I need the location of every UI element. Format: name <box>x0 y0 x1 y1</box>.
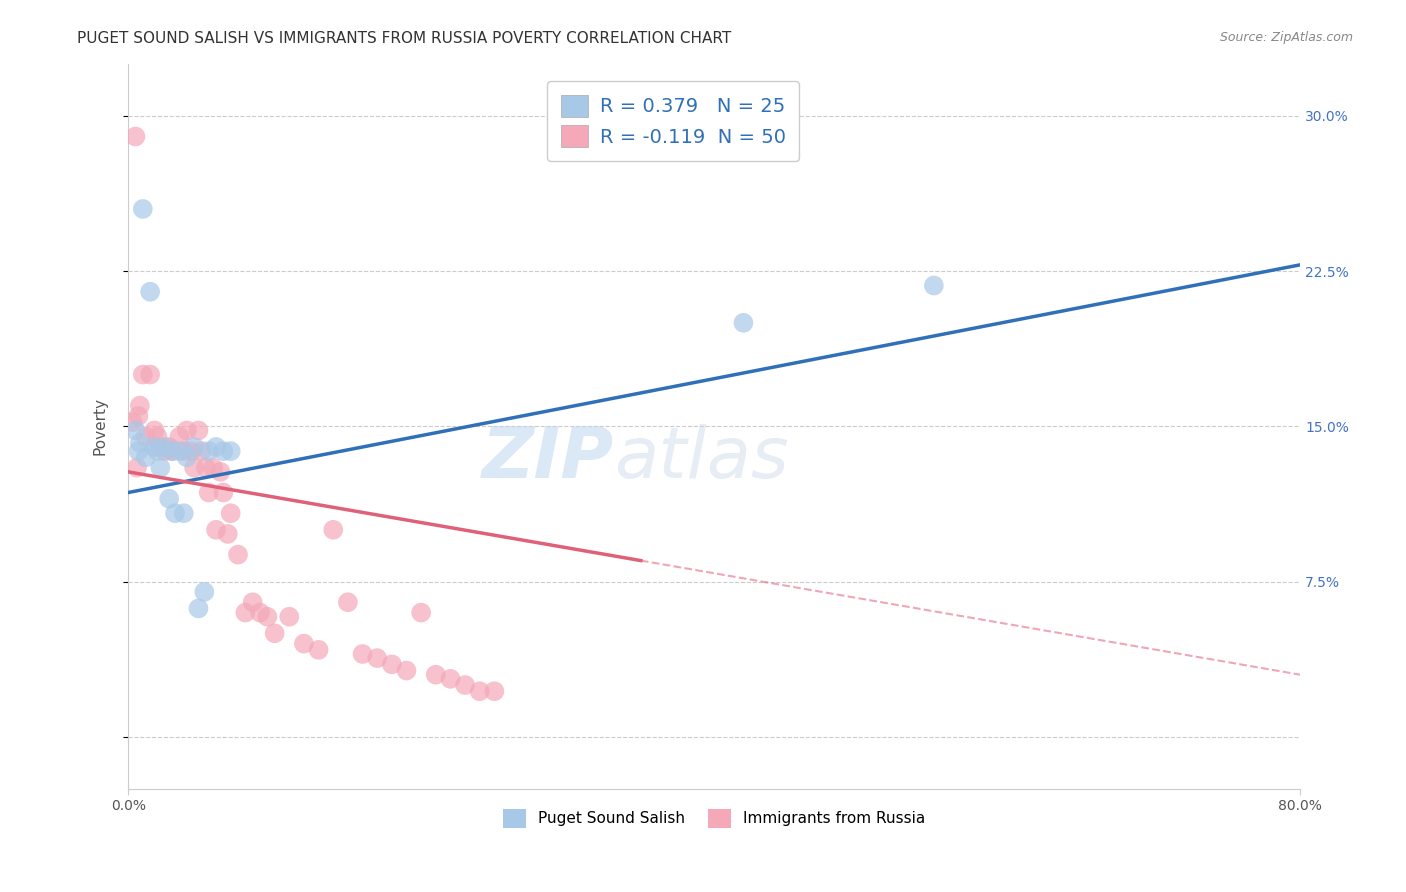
Point <box>121 415 143 429</box>
Point <box>395 664 418 678</box>
Point <box>127 444 149 458</box>
Point <box>411 606 433 620</box>
Point <box>163 506 186 520</box>
Y-axis label: Poverty: Poverty <box>93 397 107 455</box>
Point <box>183 460 205 475</box>
Point <box>425 667 447 681</box>
Point <box>235 606 257 620</box>
Point <box>197 444 219 458</box>
Point <box>180 444 202 458</box>
Point <box>205 523 228 537</box>
Point <box>366 651 388 665</box>
Point <box>212 485 235 500</box>
Point <box>205 440 228 454</box>
Point <box>209 465 232 479</box>
Point <box>124 129 146 144</box>
Point <box>212 444 235 458</box>
Point <box>484 684 506 698</box>
Legend: Puget Sound Salish, Immigrants from Russia: Puget Sound Salish, Immigrants from Russ… <box>495 801 934 835</box>
Point <box>197 485 219 500</box>
Point <box>922 278 945 293</box>
Point <box>149 460 172 475</box>
Point <box>146 444 169 458</box>
Point <box>139 285 162 299</box>
Point <box>169 444 191 458</box>
Point <box>127 409 149 423</box>
Point <box>124 424 146 438</box>
Point <box>381 657 404 672</box>
Point <box>217 527 239 541</box>
Point <box>219 506 242 520</box>
Point <box>132 368 155 382</box>
Point <box>439 672 461 686</box>
Point <box>194 460 217 475</box>
Point <box>173 506 195 520</box>
Text: ZIP: ZIP <box>482 425 614 493</box>
Point <box>202 460 225 475</box>
Point <box>173 444 195 458</box>
Point <box>160 444 183 458</box>
Point <box>322 523 344 537</box>
Point <box>132 202 155 216</box>
Text: Source: ZipAtlas.com: Source: ZipAtlas.com <box>1219 31 1353 45</box>
Point <box>336 595 359 609</box>
Point <box>256 609 278 624</box>
Point <box>157 491 180 506</box>
Point <box>187 601 209 615</box>
Point <box>193 585 215 599</box>
Point <box>733 316 755 330</box>
Point <box>263 626 285 640</box>
Text: PUGET SOUND SALISH VS IMMIGRANTS FROM RUSSIA POVERTY CORRELATION CHART: PUGET SOUND SALISH VS IMMIGRANTS FROM RU… <box>77 31 731 46</box>
Point <box>128 435 150 450</box>
Point <box>468 684 491 698</box>
Point <box>219 444 242 458</box>
Point <box>226 548 249 562</box>
Point <box>146 430 169 444</box>
Point <box>128 399 150 413</box>
Point <box>157 440 180 454</box>
Point <box>139 368 162 382</box>
Point <box>183 440 205 454</box>
Point <box>249 606 271 620</box>
Point <box>190 444 212 458</box>
Point <box>176 424 198 438</box>
Point <box>153 440 176 454</box>
Point <box>149 440 172 454</box>
Point <box>125 460 148 475</box>
Point <box>143 440 166 454</box>
Point <box>308 643 330 657</box>
Point <box>242 595 264 609</box>
Point <box>135 450 157 465</box>
Point <box>135 430 157 444</box>
Point <box>160 444 183 458</box>
Point <box>187 424 209 438</box>
Point <box>153 444 176 458</box>
Point <box>454 678 477 692</box>
Point <box>278 609 301 624</box>
Point <box>292 637 315 651</box>
Point <box>176 450 198 465</box>
Point <box>352 647 374 661</box>
Point <box>143 424 166 438</box>
Point <box>169 430 191 444</box>
Text: atlas: atlas <box>614 425 789 493</box>
